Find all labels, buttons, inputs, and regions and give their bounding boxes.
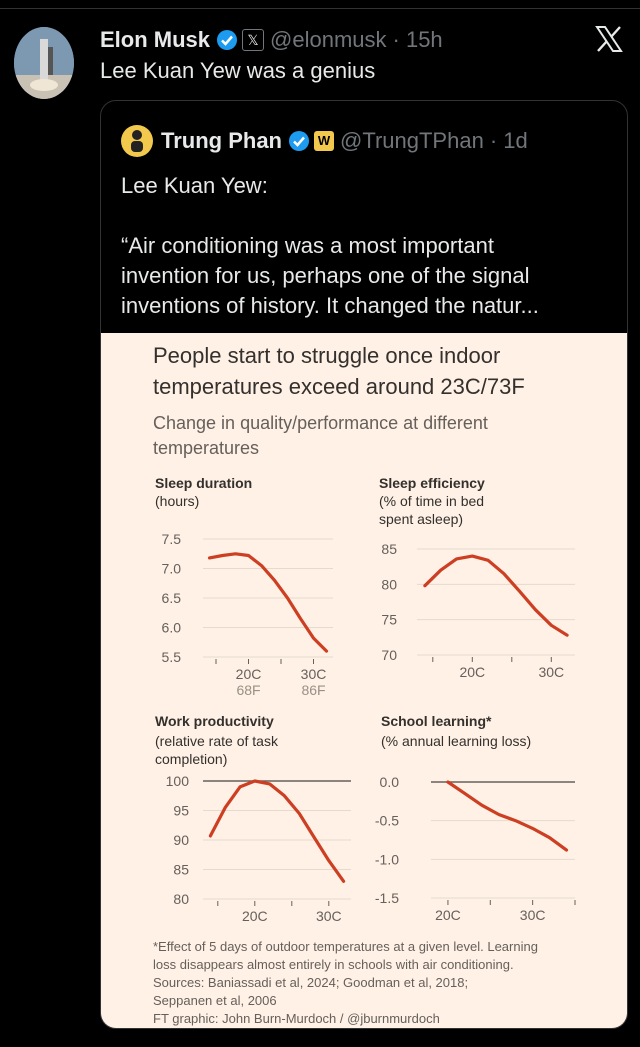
x-tick-sublabel: 86F [301, 682, 325, 698]
x-tick-label: 20C [236, 666, 262, 682]
series-line [208, 779, 346, 883]
chart-subtitle: Change in quality/performance at differe… [153, 413, 488, 433]
y-tick-label: 90 [173, 832, 189, 848]
panel-subtitle: (% annual learning loss) [381, 733, 532, 749]
x-tick-label: 30C [538, 664, 564, 680]
verified-badge-icon [289, 131, 309, 151]
series-line [423, 554, 569, 637]
y-tick-label: -1.5 [375, 890, 399, 906]
y-tick-label: 6.5 [162, 590, 182, 606]
ft-chart-graphic[interactable]: People start to struggle once indoor tem… [101, 333, 627, 1028]
panel-subtitle: (relative rate of task [155, 733, 278, 749]
panel-subtitle: completion) [155, 751, 228, 767]
tweet-text: Lee Kuan Yew was a genius [100, 58, 376, 83]
top-divider [0, 0, 640, 9]
y-tick-label: 95 [173, 803, 189, 819]
y-tick-label: -1.0 [375, 851, 399, 867]
chart-title: temperatures exceed around 23C/73F [153, 374, 525, 399]
footnote-line: FT graphic: John Burn-Murdoch / @jburnmu… [153, 1011, 440, 1026]
x-tick-sublabel: 68F [236, 682, 260, 698]
quote-avatar[interactable] [121, 125, 153, 157]
x-logo-icon[interactable] [594, 24, 624, 54]
chart-subtitle: temperatures [153, 438, 260, 458]
y-tick-label: 5.5 [162, 649, 182, 665]
quote-text-line: inventions of history. It changed the na… [121, 293, 539, 318]
x-tick-label: 30C [520, 907, 546, 923]
y-tick-label: -0.5 [375, 813, 399, 829]
y-tick-label: 80 [381, 576, 397, 592]
tweet-time[interactable]: · 15h [392, 27, 443, 52]
affiliation-x-icon: 𝕏 [242, 29, 265, 51]
x-tick-label: 20C [435, 907, 461, 923]
footnote-line: *Effect of 5 days of outdoor temperature… [153, 939, 538, 954]
tweet-header: Elon Musk 𝕏 @elonmusk · 15h [100, 27, 443, 53]
panel-title: Sleep efficiency [379, 475, 485, 491]
quote-author-handle[interactable]: @TrungTPhan [340, 128, 484, 153]
series-line [446, 780, 569, 852]
x-tick-label: 20C [242, 908, 268, 924]
y-tick-label: 0.0 [380, 774, 400, 790]
author-name[interactable]: Elon Musk [100, 27, 211, 52]
footnote-line: loss disappears almost entirely in schoo… [153, 957, 514, 972]
quote-text-line: Lee Kuan Yew: [121, 173, 268, 198]
y-tick-label: 85 [381, 541, 397, 557]
affiliation-badge-icon: W [314, 131, 334, 151]
x-tick-label: 30C [316, 908, 342, 924]
quote-time[interactable]: · 1d [489, 128, 528, 153]
y-tick-label: 7.0 [162, 561, 182, 577]
panel-subtitle: (% of time in bed [379, 493, 485, 509]
panel-title: Sleep duration [155, 475, 253, 491]
person-avatar-icon [131, 130, 143, 152]
panel-title: Work productivity [155, 713, 274, 729]
quoted-tweet[interactable]: Trung Phan W @TrungTPhan · 1d Lee Kuan Y… [100, 100, 628, 1029]
y-tick-label: 75 [381, 612, 397, 628]
series-line [207, 552, 329, 653]
y-tick-label: 7.5 [162, 531, 182, 547]
quote-text-line: invention for us, perhaps one of the sig… [121, 263, 530, 288]
footnote-line: Seppanen et al, 2006 [153, 993, 277, 1008]
quote-text-line: “Air conditioning was a most important [121, 233, 494, 258]
x-tick-label: 30C [301, 666, 327, 682]
panel-subtitle: spent asleep) [379, 511, 464, 527]
y-tick-label: 85 [173, 862, 189, 878]
verified-badge-icon [217, 30, 238, 50]
x-tick-label: 20C [459, 664, 485, 680]
quote-author-name[interactable]: Trung Phan [161, 128, 282, 153]
y-tick-label: 70 [381, 647, 397, 663]
panel-subtitle: (hours) [155, 493, 200, 509]
y-tick-label: 80 [173, 891, 189, 907]
y-tick-label: 6.0 [162, 620, 182, 636]
rocket-avatar-image [14, 27, 74, 99]
footnote-line: Sources: Baniassadi et al, 2024; Goodman… [153, 975, 469, 990]
quote-header: Trung Phan W @TrungTPhan · 1d [121, 125, 528, 157]
avatar[interactable] [14, 27, 74, 99]
chart-title: People start to struggle once indoor [153, 343, 501, 368]
author-handle[interactable]: @elonmusk [270, 27, 387, 52]
y-tick-label: 100 [166, 773, 190, 789]
panel-title: School learning* [381, 713, 492, 729]
